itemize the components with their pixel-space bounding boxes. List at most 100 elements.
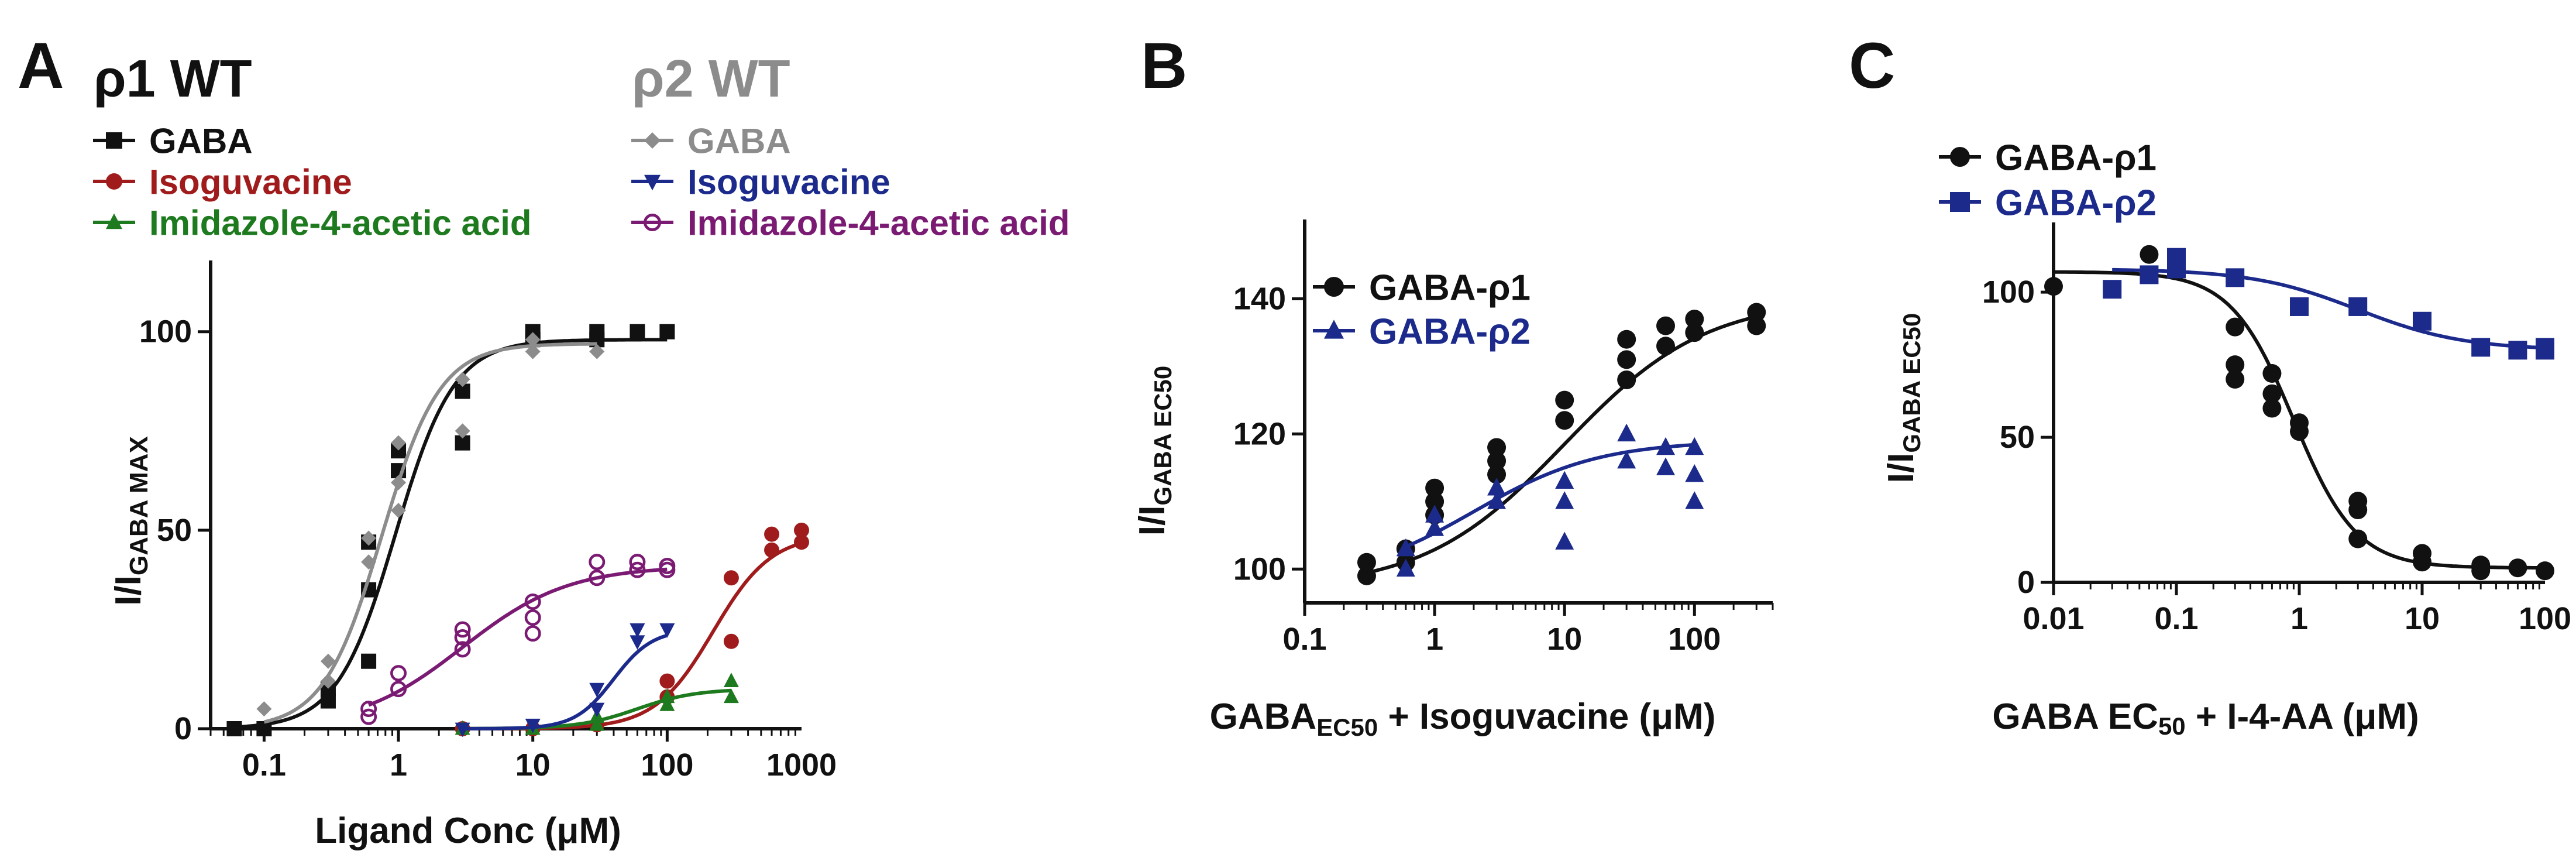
data-point — [454, 621, 471, 638]
legend-marker — [106, 213, 122, 229]
data-point — [454, 629, 471, 646]
data-point — [1685, 464, 1704, 482]
legend-label: GABA — [149, 122, 253, 161]
data-point — [630, 324, 645, 339]
data-point — [2471, 338, 2491, 357]
data-point — [391, 435, 407, 451]
data-point — [630, 623, 645, 638]
data-point — [1656, 316, 1676, 335]
legend-label: GABA-ρ2 — [1369, 311, 1531, 352]
data-point — [2290, 422, 2309, 441]
fit-curve — [1405, 442, 1695, 548]
legend-label: Isoguvacine — [149, 163, 352, 202]
data-point — [589, 716, 605, 731]
data-point — [1487, 465, 1507, 484]
data-point — [1425, 478, 1445, 498]
panel-b-letter: B — [1141, 30, 1187, 102]
legend-marker — [644, 132, 661, 149]
data-point — [525, 332, 541, 348]
data-point — [320, 653, 336, 669]
data-point — [320, 673, 336, 689]
y-tick-label: 140 — [1233, 281, 1286, 316]
fit-curve — [368, 567, 668, 707]
data-point — [2536, 338, 2554, 357]
panel-a-xlabel: Ligand Conc (μM) — [315, 811, 621, 851]
data-point — [454, 641, 471, 658]
panel-a-ylabel: I/IGABA MAX — [108, 436, 153, 606]
data-point — [589, 570, 606, 586]
data-point — [1555, 491, 1574, 509]
data-point — [659, 697, 675, 711]
data-point — [764, 526, 780, 542]
data-point — [1555, 390, 1574, 410]
data-point — [2348, 500, 2368, 520]
data-point — [1425, 518, 1445, 536]
panel-c-xlabel: GABA EC50 + I-4-AA (μM) — [1992, 697, 2419, 740]
data-point — [524, 625, 541, 642]
data-point — [1357, 553, 1376, 572]
data-point — [1487, 451, 1507, 471]
y-tick-label: 50 — [2000, 420, 2035, 455]
data-point — [629, 561, 646, 578]
data-point — [1656, 437, 1676, 455]
data-point — [2167, 248, 2186, 267]
fit-curve — [234, 338, 668, 729]
data-point — [455, 722, 470, 737]
data-point — [1555, 411, 1574, 430]
data-point — [455, 372, 470, 387]
group-title-rho1: ρ1 WT — [94, 50, 252, 108]
panel-c-plot: 0.01 0.1 1 10 100 0 50 100 — [1982, 222, 2571, 636]
y-tick-label: 0 — [2017, 565, 2035, 600]
data-point — [1555, 531, 1574, 550]
data-point — [659, 557, 676, 574]
x-tick-label: 0.1 — [242, 747, 286, 783]
data-point — [2348, 297, 2368, 316]
data-point — [1396, 558, 1415, 577]
data-point — [2140, 265, 2159, 284]
data-point — [1425, 505, 1445, 523]
data-point — [2226, 268, 2245, 287]
data-point — [1617, 423, 1636, 442]
data-point — [1617, 350, 1636, 369]
data-point — [361, 554, 377, 570]
data-point — [1555, 471, 1574, 489]
x-tick-label: 1 — [390, 747, 407, 783]
data-point — [1487, 478, 1507, 496]
data-point — [2262, 384, 2282, 403]
data-point — [2290, 297, 2309, 316]
data-point — [390, 681, 407, 698]
data-point — [2348, 529, 2368, 548]
data-point — [1685, 323, 1704, 342]
x-tick-label: 10 — [1547, 622, 1582, 657]
x-tick-label: 0.1 — [2154, 601, 2198, 636]
data-point — [2471, 561, 2491, 581]
panel-b-plot: 0.1 1 10 100 100 120 140 — [1233, 219, 1774, 657]
data-point — [1685, 437, 1704, 455]
data-point — [2262, 399, 2282, 418]
data-point — [2226, 355, 2245, 375]
group-title-rho2: ρ2 WT — [632, 50, 790, 108]
y-tick-label: 0 — [174, 711, 192, 746]
data-point — [524, 593, 541, 610]
data-point — [659, 688, 675, 704]
data-point — [2262, 364, 2282, 383]
x-tick-label: 100 — [641, 747, 693, 783]
panel-a-plot: 0.1 1 10 100 1000 0 50 100 — [139, 260, 837, 783]
data-point — [589, 554, 606, 571]
legend-label: Imidazole-4-acetic acid — [687, 204, 1070, 243]
panel-a-letter: A — [18, 30, 64, 102]
data-point — [524, 609, 541, 626]
data-point — [1656, 457, 1676, 475]
legend-marker — [1950, 192, 1970, 212]
legend-marker — [643, 213, 662, 232]
fit-curve — [462, 633, 668, 730]
x-tick-label: 1 — [2290, 601, 2308, 636]
data-point — [723, 673, 739, 688]
y-tick-label: 120 — [1233, 416, 1286, 451]
data-point — [2103, 280, 2122, 299]
x-tick-label: 1000 — [766, 747, 837, 783]
legend-label: GABA-ρ1 — [1995, 138, 2157, 178]
